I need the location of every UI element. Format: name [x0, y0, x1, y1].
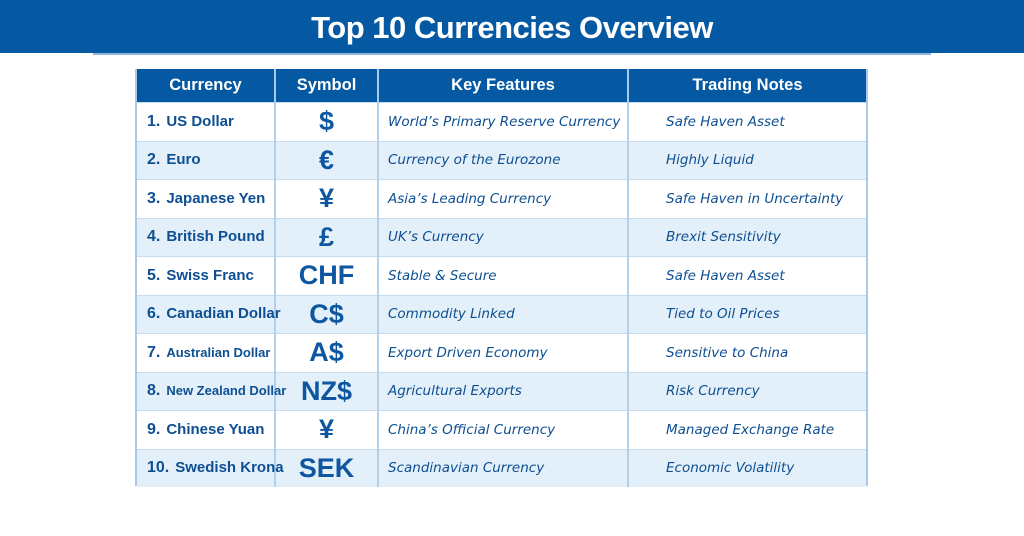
trading-note: Managed Exchange Rate	[627, 410, 866, 449]
key-feature: Agricultural Exports	[377, 371, 628, 411]
column-header-trading-notes: Trading Notes	[627, 69, 866, 103]
currency-name-cell: 3. Japanese Yen	[137, 179, 275, 218]
currency-name-cell: 10. Swedish Krona	[137, 448, 284, 487]
column-header-currency: Currency	[137, 69, 275, 103]
currency-symbol: £	[274, 217, 378, 257]
trading-note: Highly Liquid	[627, 140, 866, 180]
column-header-key-features: Key Features	[377, 69, 628, 103]
key-feature: China’s Official Currency	[377, 410, 628, 449]
trading-note: Sensitive to China	[627, 333, 866, 372]
rank-number: 3.	[147, 189, 161, 207]
currency-name: Chinese Yuan	[166, 420, 265, 438]
key-feature: World’s Primary Reserve Currency	[377, 102, 628, 141]
trading-note: Tied to Oil Prices	[627, 294, 866, 334]
currency-name: Swedish Krona	[175, 459, 284, 477]
currency-symbol: €	[274, 140, 378, 180]
currency-name-cell: 7. Australian Dollar	[137, 333, 275, 372]
currency-symbol: $	[274, 102, 378, 141]
page-title: Top 10 Currencies Overview	[311, 9, 713, 45]
rank-number: 10.	[147, 459, 170, 477]
table-row: 2. Euro € Currency of the Eurozone Highly Li…	[137, 140, 866, 180]
trading-note: Economic Volatility	[627, 448, 866, 487]
rank-number: 5.	[147, 266, 161, 284]
key-feature: Currency of the Eurozone	[377, 140, 628, 180]
trading-note: Safe Haven Asset	[627, 256, 866, 295]
table-row: 4. British Pound £ UK’s Currency Brexit Sens…	[137, 217, 866, 257]
currency-name: New Zealand Dollar	[166, 383, 287, 399]
key-feature: Asia’s Leading Currency	[377, 179, 628, 218]
trading-note: Safe Haven Asset	[627, 102, 866, 141]
currency-name-cell: 4. British Pound	[137, 217, 275, 257]
currency-name-cell: 1. US Dollar	[137, 102, 275, 141]
currency-name-cell: 2. Euro	[137, 140, 275, 180]
currency-symbol: CHF	[274, 256, 378, 295]
currency-name: Euro	[166, 151, 201, 169]
banner-divider	[93, 53, 931, 55]
currency-symbol: NZ$	[274, 371, 378, 411]
title-banner: Top 10 Currencies Overview	[0, 0, 1024, 53]
currency-name: Japanese Yen	[166, 189, 266, 207]
currency-name: British Pound	[166, 228, 265, 246]
key-feature: Scandinavian Currency	[377, 448, 628, 487]
trading-note: Brexit Sensitivity	[627, 217, 866, 257]
column-header-symbol: Symbol	[274, 69, 378, 103]
currency-name: Canadian Dollar	[166, 305, 281, 323]
table-row: 10. Swedish Krona SEK Scandinavian Currency…	[137, 448, 866, 487]
key-feature: Stable & Secure	[377, 256, 628, 295]
key-feature: UK’s Currency	[377, 217, 628, 257]
table-row: 6. Canadian Dollar C$ Commodity Linked Tied …	[137, 294, 866, 334]
currency-symbol: A$	[274, 333, 378, 372]
table-row: 5. Swiss Franc CHF Stable & Secure Safe Have…	[137, 256, 866, 295]
trading-note: Risk Currency	[627, 371, 866, 411]
key-feature: Export Driven Economy	[377, 333, 628, 372]
currency-symbol: ¥	[274, 410, 378, 449]
rank-number: 8.	[147, 382, 161, 400]
currency-table: Currency Symbol Key Features Trading Not…	[135, 69, 868, 487]
currency-name-cell: 8. New Zealand Dollar	[137, 371, 286, 411]
currency-name: US Dollar	[166, 112, 234, 130]
currency-symbol: SEK	[274, 448, 378, 487]
table-row: 7. Australian Dollar A$ Export Driven Econo…	[137, 333, 866, 372]
currency-symbol: C$	[274, 294, 378, 334]
table-header-row: Currency Symbol Key Features Trading Not…	[137, 69, 866, 103]
trading-note: Safe Haven in Uncertainty	[627, 179, 866, 218]
table-row: 1. US Dollar $ World’s Primary Reserve Curr…	[137, 102, 866, 141]
currency-name-cell: 6. Canadian Dollar	[137, 294, 281, 334]
currency-name-cell: 9. Chinese Yuan	[137, 410, 275, 449]
rank-number: 7.	[147, 343, 161, 361]
currency-name-cell: 5. Swiss Franc	[137, 256, 275, 295]
table-row: 9. Chinese Yuan ¥ China’s Official Currency…	[137, 410, 866, 449]
table-row: 3. Japanese Yen ¥ Asia’s Leading Currency Sa…	[137, 179, 866, 218]
rank-number: 2.	[147, 151, 161, 169]
currency-symbol: ¥	[274, 179, 378, 218]
currency-name: Australian Dollar	[166, 344, 271, 360]
currency-name: Swiss Franc	[166, 266, 254, 284]
rank-number: 1.	[147, 112, 161, 130]
rank-number: 6.	[147, 305, 161, 323]
key-feature: Commodity Linked	[377, 294, 628, 334]
rank-number: 4.	[147, 228, 161, 246]
rank-number: 9.	[147, 420, 161, 438]
table-row: 8. New Zealand Dollar NZ$ Agricultural Expo…	[137, 371, 866, 411]
